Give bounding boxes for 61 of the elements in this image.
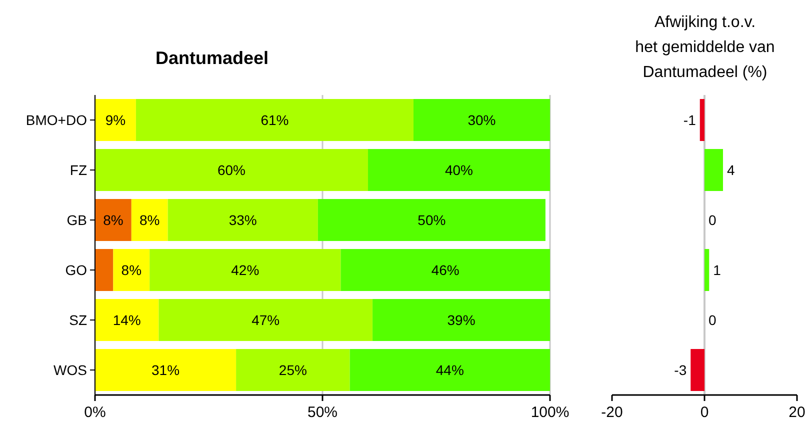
bar bbox=[95, 299, 159, 341]
bar bbox=[95, 349, 236, 391]
data-label: 33% bbox=[228, 212, 257, 228]
bar bbox=[368, 149, 550, 191]
bar bbox=[136, 99, 414, 141]
bar bbox=[690, 349, 704, 391]
data-label: 4 bbox=[727, 162, 735, 178]
y-tick-label: GB bbox=[66, 212, 87, 228]
x-tick-label: -20 bbox=[601, 404, 623, 421]
data-label: 50% bbox=[418, 212, 446, 228]
data-label: 8% bbox=[139, 212, 160, 228]
x-tick-label: 50% bbox=[307, 404, 338, 421]
y-tick-label: FZ bbox=[70, 162, 88, 178]
data-label: -3 bbox=[674, 362, 687, 378]
data-label: 40% bbox=[444, 162, 474, 178]
chart-title: Afwijking t.o.v. het gemiddelde van Dantumadeel (%) bbox=[635, 14, 775, 81]
bar bbox=[414, 99, 550, 141]
bar bbox=[704, 149, 723, 191]
data-label: 30% bbox=[468, 112, 496, 128]
data-label: 8% bbox=[103, 212, 124, 228]
data-label: 60% bbox=[217, 162, 246, 178]
bar bbox=[113, 249, 150, 291]
data-label: 9% bbox=[105, 112, 126, 128]
data-label: 61% bbox=[260, 112, 289, 128]
y-tick-label: GO bbox=[65, 262, 88, 278]
y-tick-label: BMO+DO bbox=[26, 112, 88, 128]
data-label: 1 bbox=[713, 262, 722, 278]
bar bbox=[95, 99, 136, 141]
data-label: 14% bbox=[112, 312, 141, 328]
x-tick-label: 20 bbox=[788, 404, 806, 421]
y-tick-label: WOS bbox=[54, 362, 87, 378]
bar bbox=[372, 299, 550, 341]
data-label: 25% bbox=[278, 362, 307, 378]
bar bbox=[236, 349, 350, 391]
data-label: 44% bbox=[436, 362, 464, 378]
bar bbox=[168, 199, 318, 241]
data-label: 31% bbox=[152, 362, 180, 378]
bar bbox=[158, 299, 373, 341]
data-label: 46% bbox=[431, 262, 460, 278]
data-label: 39% bbox=[447, 312, 476, 328]
bar bbox=[95, 199, 132, 241]
chart-title: Dantumadeel bbox=[155, 48, 269, 68]
bar bbox=[150, 249, 341, 291]
data-label: -1 bbox=[683, 112, 696, 128]
x-tick-label: 0% bbox=[84, 404, 106, 421]
bar bbox=[95, 149, 368, 191]
bar bbox=[318, 199, 546, 241]
x-tick-label: 0 bbox=[700, 404, 709, 421]
bar bbox=[700, 99, 704, 141]
data-label: 0 bbox=[708, 212, 716, 228]
bar bbox=[340, 249, 550, 291]
data-label: 0 bbox=[708, 312, 716, 328]
data-label: 47% bbox=[252, 312, 280, 328]
bar bbox=[131, 199, 168, 241]
data-label: 8% bbox=[121, 262, 142, 278]
bar bbox=[350, 349, 550, 391]
x-tick-label: 100% bbox=[530, 404, 570, 421]
y-tick-label: SZ bbox=[69, 312, 88, 328]
data-label: 42% bbox=[231, 262, 260, 278]
bar bbox=[704, 249, 710, 291]
bar bbox=[95, 249, 114, 291]
